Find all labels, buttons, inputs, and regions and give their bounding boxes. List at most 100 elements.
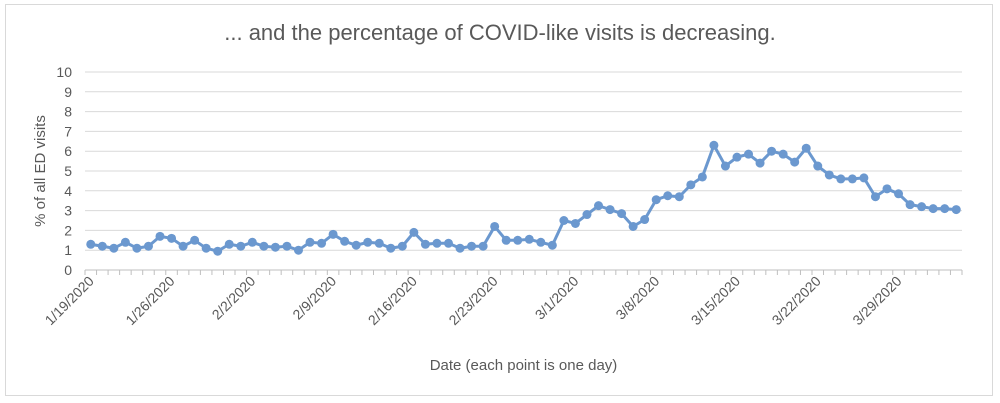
- data-point: [213, 246, 223, 256]
- data-point: [917, 202, 927, 212]
- data-point: [178, 241, 188, 251]
- data-point: [190, 235, 200, 245]
- data-point: [905, 200, 915, 210]
- y-tick-label: 8: [64, 104, 72, 120]
- data-point: [109, 243, 119, 253]
- data-point: [640, 215, 650, 225]
- data-point: [594, 201, 604, 211]
- data-point: [143, 241, 153, 251]
- y-tick-label: 5: [64, 163, 72, 179]
- x-tick-label: 1/19/2020: [42, 273, 98, 329]
- data-point: [513, 235, 523, 245]
- data-point: [824, 170, 834, 180]
- data-point: [697, 172, 707, 182]
- data-point: [420, 239, 430, 249]
- data-point: [328, 229, 338, 239]
- data-point: [836, 174, 846, 184]
- y-axis-title: % of all ED visits: [32, 115, 49, 227]
- data-point: [305, 237, 315, 247]
- data-point: [801, 143, 811, 153]
- data-point: [167, 233, 177, 243]
- data-point: [778, 149, 788, 159]
- x-tick-label: 3/15/2020: [688, 273, 744, 329]
- data-point: [386, 243, 396, 253]
- data-point: [247, 237, 257, 247]
- y-tick-label: 9: [64, 84, 72, 100]
- data-point: [443, 238, 453, 248]
- data-point: [432, 238, 442, 248]
- x-tick-label: 2/2/2020: [209, 273, 259, 323]
- data-point: [374, 238, 384, 248]
- data-point: [928, 204, 938, 214]
- data-point: [940, 204, 950, 214]
- data-point: [340, 236, 350, 246]
- data-point: [663, 191, 673, 201]
- data-point: [859, 173, 869, 183]
- x-tick-label: 3/8/2020: [612, 273, 662, 323]
- y-tick-label: 0: [64, 262, 72, 278]
- data-point: [605, 205, 615, 215]
- data-point: [651, 195, 661, 205]
- y-tick-label: 4: [64, 183, 72, 199]
- data-point: [97, 241, 107, 251]
- data-point: [155, 231, 165, 241]
- data-point: [755, 158, 765, 168]
- data-point: [847, 174, 857, 184]
- data-point: [351, 240, 361, 250]
- data-point: [317, 238, 327, 248]
- data-point: [709, 140, 719, 150]
- data-point: [86, 239, 96, 249]
- data-point: [201, 243, 211, 253]
- data-point: [224, 239, 234, 249]
- data-point: [813, 161, 823, 171]
- data-point: [870, 192, 880, 202]
- data-point: [455, 243, 465, 253]
- y-tick-label: 1: [64, 242, 72, 258]
- data-point: [790, 157, 800, 167]
- data-point: [674, 192, 684, 202]
- x-tick-label: 3/1/2020: [532, 273, 582, 323]
- data-point: [259, 241, 269, 251]
- y-tick-label: 10: [56, 64, 72, 80]
- data-point: [686, 180, 696, 190]
- data-point: [120, 237, 130, 247]
- x-tick-label: 3/22/2020: [769, 273, 825, 329]
- y-tick-label: 2: [64, 222, 72, 238]
- y-tick-label: 3: [64, 203, 72, 219]
- data-point: [467, 241, 477, 251]
- data-point: [882, 184, 892, 194]
- series-line: [90, 143, 957, 253]
- data-point: [501, 235, 511, 245]
- data-point: [524, 234, 534, 244]
- chart-title: ... and the percentage of COVID-like vis…: [224, 20, 776, 45]
- x-tick-label: 2/16/2020: [365, 273, 421, 329]
- data-point: [293, 245, 303, 255]
- data-point: [132, 243, 142, 253]
- data-point: [236, 241, 246, 251]
- data-point: [570, 218, 580, 228]
- data-point: [744, 149, 754, 159]
- data-point: [490, 221, 500, 231]
- x-tick-label: 3/29/2020: [849, 273, 905, 329]
- data-point: [478, 241, 488, 251]
- data-point: [270, 242, 280, 252]
- data-point: [894, 189, 904, 199]
- x-axis-title: Date (each point is one day): [430, 357, 618, 374]
- chart-frame: [5, 4, 993, 396]
- data-point: [282, 241, 292, 251]
- y-tick-label: 7: [64, 123, 72, 139]
- data-point: [720, 161, 730, 171]
- y-tick-label: 6: [64, 143, 72, 159]
- x-tick-label: 2/9/2020: [289, 273, 339, 323]
- data-point: [951, 205, 961, 215]
- data-point: [559, 216, 569, 225]
- x-tick-label: 1/26/2020: [122, 273, 178, 329]
- x-tick-label: 2/23/2020: [445, 273, 501, 329]
- data-point: [628, 221, 638, 231]
- data-point: [397, 241, 407, 251]
- data-point: [732, 152, 742, 162]
- data-point: [767, 146, 777, 156]
- data-point: [363, 237, 373, 247]
- data-point: [547, 240, 557, 250]
